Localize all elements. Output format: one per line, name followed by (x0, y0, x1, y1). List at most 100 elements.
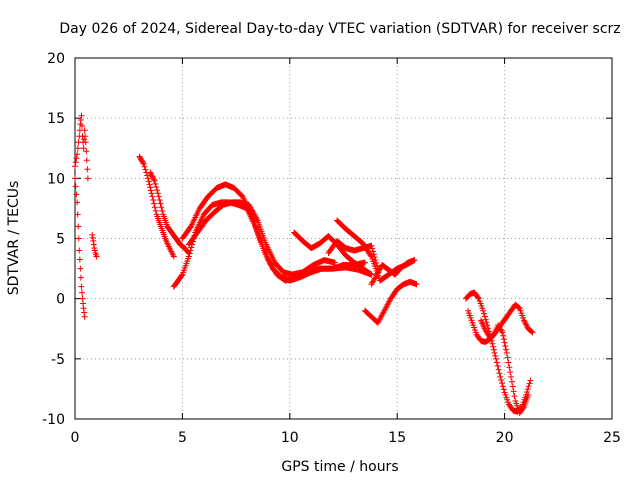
data-point (522, 320, 529, 327)
y-axis-label: SDTVAR / TECUs (6, 181, 22, 296)
series-track-d (136, 153, 177, 260)
data-point (158, 204, 165, 211)
data-point (140, 159, 147, 166)
series-track-a (72, 112, 91, 182)
data-point (520, 317, 527, 324)
data-point (507, 369, 514, 376)
y-tick-label: 20 (47, 51, 65, 67)
data-point (84, 175, 91, 182)
data-point (151, 177, 158, 184)
y-tick-label: 15 (47, 111, 65, 127)
data-point (76, 247, 83, 254)
y-tick-label: 5 (56, 232, 65, 248)
series-track-i (291, 229, 375, 278)
data-point (78, 289, 85, 296)
data-point (500, 386, 507, 393)
data-point (145, 175, 152, 182)
data-point (81, 136, 88, 143)
y-tick-label: -5 (51, 352, 65, 368)
axis-ticks: 0 5 10 15 20 25 -10 -5 0 5 10 15 20 (42, 51, 621, 446)
data-point (141, 163, 148, 170)
y-tick-label: 0 (56, 292, 65, 308)
data-point (89, 234, 96, 241)
data-point (90, 237, 97, 244)
data-point (77, 265, 84, 272)
data-point (151, 204, 158, 211)
data-point (525, 391, 532, 398)
data-point (489, 340, 496, 347)
data-point (493, 355, 500, 362)
data-point (482, 316, 489, 323)
data-point (524, 386, 531, 393)
data-point (74, 199, 81, 206)
data-point (72, 175, 78, 182)
data-point (523, 322, 530, 329)
data-point (495, 366, 502, 373)
data-point (78, 112, 85, 119)
data-point (82, 133, 89, 140)
data-point (145, 178, 152, 185)
data-point (368, 242, 375, 249)
data-point (151, 200, 158, 207)
data-point (76, 256, 83, 263)
data-point (73, 155, 80, 162)
data-point (75, 235, 82, 242)
data-point (500, 332, 507, 339)
data-point (74, 211, 81, 218)
data-point (525, 383, 532, 390)
data-point (149, 173, 156, 180)
data-point (147, 184, 154, 191)
data-point (93, 253, 100, 260)
data-point (521, 318, 528, 325)
data-point (368, 271, 375, 278)
data-point (78, 122, 85, 129)
y-tick-label: -10 (42, 412, 65, 428)
data-point (82, 139, 89, 146)
x-tick-label: 0 (71, 430, 80, 446)
chart-title: Day 026 of 2024, Sidereal Day-to-day VTE… (59, 21, 620, 37)
data-point (147, 170, 154, 177)
x-tick-label: 25 (603, 430, 621, 446)
data-point (154, 190, 161, 197)
data-point (499, 380, 506, 387)
data-point (152, 180, 159, 187)
data-point (527, 377, 534, 384)
data-point (89, 231, 96, 238)
data-points (72, 112, 536, 416)
data-point (81, 309, 88, 316)
data-point (508, 378, 515, 385)
data-point (186, 250, 193, 257)
data-point (188, 244, 195, 251)
data-point (142, 166, 149, 173)
data-point (152, 207, 159, 214)
x-tick-label: 20 (496, 430, 514, 446)
data-point (494, 363, 501, 370)
data-point (367, 271, 374, 278)
data-point (154, 187, 161, 194)
data-point (253, 216, 260, 223)
data-point (178, 272, 185, 279)
data-point (481, 313, 488, 320)
data-point (72, 163, 78, 170)
data-point (413, 281, 420, 288)
data-point (155, 193, 162, 200)
data-point (80, 145, 87, 152)
data-point (148, 172, 155, 179)
series-track-l (361, 278, 420, 326)
data-point (148, 190, 155, 197)
series-track-o (465, 301, 536, 345)
data-point (185, 253, 192, 260)
data-point (150, 196, 157, 203)
data-point (502, 342, 509, 349)
data-point (74, 145, 81, 152)
series-track-j (325, 237, 381, 272)
x-tick-label: 5 (178, 430, 187, 446)
data-point (491, 349, 498, 356)
data-point (515, 304, 522, 311)
data-point (187, 247, 194, 254)
data-point (150, 174, 157, 181)
data-point (74, 151, 81, 158)
x-tick-label: 15 (388, 430, 406, 446)
data-point (361, 259, 368, 266)
